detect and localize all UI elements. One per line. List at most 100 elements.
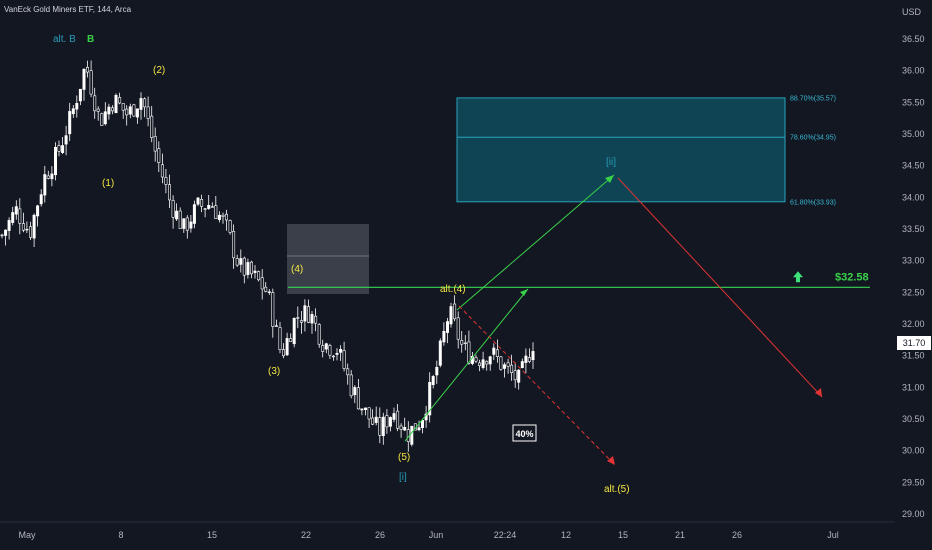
price-tick-label: 30.00: [902, 446, 925, 456]
candle-body: [520, 361, 524, 368]
fib-618-label: 61.80%(33.93): [790, 199, 836, 206]
candle-body: [125, 108, 129, 116]
candle-body: [257, 271, 261, 281]
last-price-text: 31.70: [903, 338, 926, 348]
candle-body: [68, 111, 72, 135]
candle-body: [385, 415, 389, 428]
candle-body: [0, 234, 4, 237]
price-tick-label: 35.50: [902, 97, 925, 107]
wave4-gray-box[interactable]: [287, 224, 369, 294]
candle-body: [428, 381, 432, 416]
candle-body: [378, 417, 382, 436]
candle-body: [71, 108, 75, 115]
candle-body: [82, 68, 86, 90]
candle-body: [481, 359, 485, 368]
chart-title: VanEck Gold Miners ETF, 144, Arca: [4, 5, 132, 14]
candle-body: [107, 106, 111, 115]
price-tick-label: 34.00: [902, 192, 925, 202]
candle-body: [57, 145, 61, 152]
time-tick-label: Jun: [429, 530, 444, 540]
candle-body: [11, 212, 15, 223]
candle-body: [14, 206, 18, 215]
candle-body: [367, 407, 371, 420]
candle-body: [118, 97, 122, 104]
candle-body: [285, 338, 289, 356]
red-arrowhead-icon: [815, 388, 822, 397]
candle-body: [467, 341, 471, 364]
fib-zone[interactable]: 88.70%(35.57) 78.60%(34.95) 61.80%(33.93…: [456, 95, 836, 206]
fib-target-box[interactable]: [456, 97, 786, 203]
wave-labels: alt. B B (2) (1) (4) (3) alt.(4) (5) [i]…: [53, 34, 630, 495]
candle-body: [36, 205, 40, 217]
candle-body: [381, 416, 385, 437]
candle-body: [417, 427, 421, 431]
candle-body: [4, 229, 8, 236]
candle-body: [517, 369, 521, 383]
candle-body: [445, 321, 449, 333]
candle-body: [210, 206, 214, 208]
candle-body: [524, 355, 528, 363]
candle-body: [217, 214, 221, 220]
candle-body: [7, 220, 11, 231]
candle-body: [435, 366, 439, 376]
candle-body: [168, 184, 172, 201]
candle-body: [296, 317, 300, 319]
candle-body: [189, 221, 193, 229]
candle-body: [299, 320, 303, 323]
candle-body: [203, 208, 207, 210]
candle-body: [43, 174, 47, 196]
candle-body: [228, 220, 232, 233]
candle-body: [353, 387, 357, 396]
candle-body: [314, 315, 318, 324]
time-tick-label: 26: [732, 530, 742, 540]
candle-body: [527, 357, 531, 362]
time-axis[interactable]: May 8 15 22 26 Jun 22:24 12 15 21 26 Jul: [0, 521, 895, 540]
time-tick-label: 8: [118, 530, 123, 540]
candle-body: [75, 103, 79, 110]
green-projection-2[interactable]: [456, 174, 615, 311]
candle-body: [160, 164, 164, 178]
price-tick-label: 30.50: [902, 414, 925, 424]
candle-body: [431, 376, 435, 385]
candle-body: [306, 306, 310, 323]
candle-body: [510, 364, 514, 374]
time-tick-label: May: [18, 530, 36, 540]
candle-body: [132, 104, 136, 117]
candle-body: [403, 426, 407, 431]
wave-label-3: (3): [268, 366, 280, 377]
candle-body: [264, 286, 268, 292]
candle-body: [303, 305, 307, 322]
projections[interactable]: [404, 174, 823, 466]
candle-body: [196, 197, 200, 205]
price-axis-bg: [895, 0, 932, 550]
price-tick-label: 32.50: [902, 287, 925, 297]
candle-body: [192, 204, 196, 224]
candle-body: [456, 317, 460, 340]
candle-body: [39, 194, 43, 205]
candle-body: [331, 355, 335, 358]
price-tick-label: 34.50: [902, 161, 925, 171]
red-dashed-projection[interactable]: [458, 305, 616, 466]
candle-body: [103, 111, 107, 125]
candle-body: [114, 95, 118, 114]
percent-badge-text: 40%: [515, 429, 533, 439]
last-price-tag: [897, 336, 931, 350]
price-axis[interactable]: USD 36.50 36.00 35.50 35.00 34.50 34.00 33.50 3…: [895, 0, 932, 550]
green-projection-1[interactable]: [404, 288, 529, 442]
fib-786-label: 78.60%(34.95): [790, 135, 836, 142]
candle-body: [388, 417, 392, 427]
candle-body: [371, 417, 375, 425]
time-tick-label: 26: [375, 530, 385, 540]
percent-badge: [512, 424, 537, 442]
fib-887-label: 88.70%(35.57): [790, 95, 836, 102]
red-projection[interactable]: [617, 177, 823, 398]
red-arrowhead-icon: [607, 456, 615, 465]
wave-label-2: (2): [153, 65, 165, 76]
level-label: $32.58: [835, 271, 869, 283]
candle-body: [506, 362, 510, 367]
candle-body: [96, 108, 100, 112]
price-tick-label: 31.50: [902, 351, 925, 361]
candle-body: [89, 70, 93, 95]
candle-body: [463, 342, 467, 344]
